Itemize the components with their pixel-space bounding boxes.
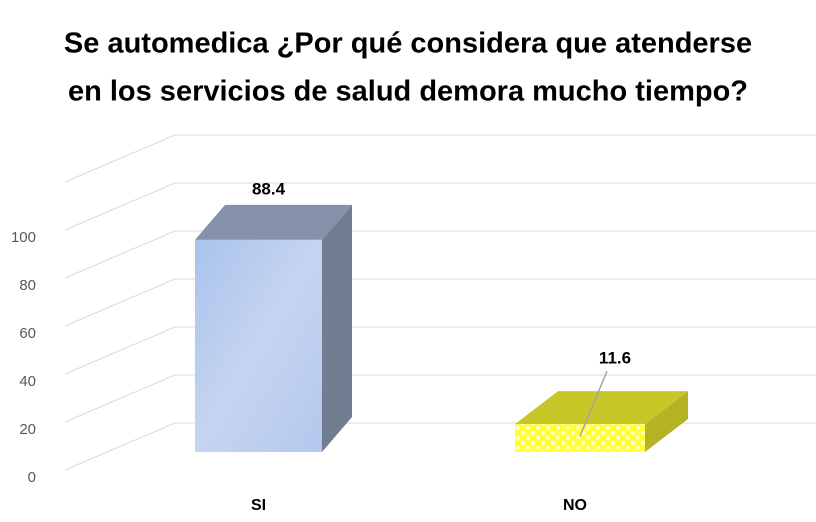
bar: [195, 239, 322, 452]
grid-line: [64, 326, 816, 375]
grid-line: [64, 278, 816, 327]
y-tick-label: 100: [11, 229, 36, 246]
bar-side: [322, 204, 352, 452]
value-label: 88.4: [252, 179, 286, 198]
bar-top: [515, 391, 688, 425]
y-tick-label: 0: [28, 469, 36, 486]
grid-line: [64, 230, 816, 279]
chart-title: Se automedica ¿Por qué considera que ate…: [64, 28, 752, 60]
x-tick-label: SI: [251, 497, 266, 514]
x-tick-label: NO: [563, 497, 587, 514]
chart-title: en los servicios de salud demora mucho t…: [68, 76, 748, 108]
bar: [515, 424, 645, 452]
y-tick-label: 80: [19, 277, 36, 294]
grid-line: [64, 182, 816, 231]
grid-line: [64, 374, 816, 423]
grid-line: [64, 422, 816, 471]
bar-top: [195, 204, 352, 240]
y-tick-label: 20: [19, 421, 36, 438]
grid-line: [64, 134, 816, 183]
bar-side: [645, 391, 688, 452]
y-tick-label: 40: [19, 373, 36, 390]
value-label: 11.6: [599, 349, 631, 368]
leader-line: [579, 370, 608, 437]
y-tick-label: 60: [19, 325, 36, 342]
